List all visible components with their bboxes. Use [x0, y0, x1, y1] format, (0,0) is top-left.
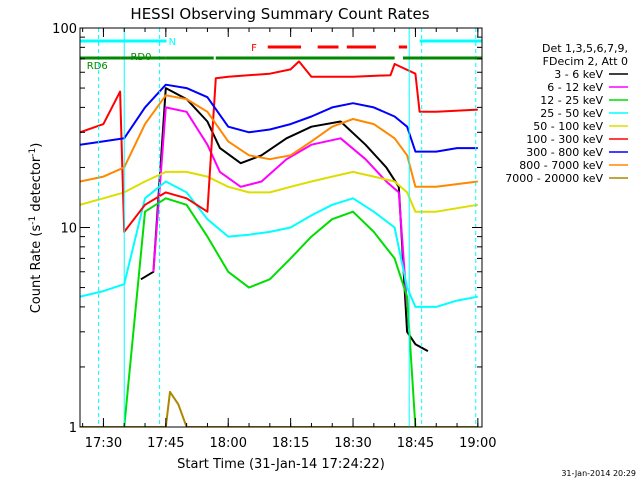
footer-date: 31-Jan-2014 20:29 [561, 469, 636, 478]
flag-bar-n-2 [419, 39, 482, 43]
flag-bar-f-1 [267, 45, 302, 49]
series-line-5 [80, 170, 478, 213]
flag-label-rd0: RD0 [130, 52, 151, 63]
x-tick-label-1900: 19:00 [459, 436, 496, 451]
flag-label-n: N [169, 37, 176, 48]
flag-bar-rd6-4 [402, 56, 482, 60]
x-tick-label-1815: 18:15 [272, 436, 309, 451]
legend-label-3: 12 - 25 keV [540, 94, 603, 107]
flag-bar-rd6-2 [165, 56, 214, 60]
y-axis-label: Count Rate (s-1 detector-1) [28, 143, 44, 314]
x-tick-label-1830: 18:30 [334, 436, 371, 451]
x-tick-label-1800: 18:00 [210, 436, 247, 451]
x-tick-label-1730: 17:30 [85, 436, 122, 451]
legend-label-7: 300 - 800 keV [526, 146, 603, 159]
series-line-3 [80, 197, 478, 427]
flag-label-f: F [251, 43, 257, 54]
y-tick-label-1: 1 [69, 421, 77, 436]
legend-label-9: 7000 - 20000 keV [505, 172, 603, 185]
chart-title: HESSI Observing Summary Count Rates [130, 5, 429, 23]
series-line-7 [80, 83, 478, 153]
series-layer [80, 60, 478, 427]
series-line-6 [80, 60, 478, 233]
flag-bar-f-3 [346, 45, 376, 49]
legend-label-6: 100 - 300 keV [526, 133, 603, 146]
x-axis-ticks: 17:30 17:45 18:00 18:15 18:30 18:45 19:00 [82, 28, 497, 451]
y-axis-ticks: 1 10 100 [52, 22, 482, 436]
flag-bars: N F RD0 RD6 [80, 37, 482, 72]
series-line-9 [80, 390, 478, 427]
y-tick-label-10: 10 [60, 222, 77, 237]
legend-label-5: 50 - 100 keV [533, 120, 603, 133]
flag-bar-f-2 [317, 45, 339, 49]
x-tick-label-1845: 18:45 [397, 436, 434, 451]
legend-label-4: 25 - 50 keV [540, 107, 603, 120]
legend-label-8: 800 - 7000 keV [519, 159, 603, 172]
series-line-4 [80, 180, 478, 308]
legend: Det 1,3,5,6,7,9, FDecim 2, Att 0 3 - 6 k… [505, 42, 628, 185]
flag-bar-rd0-1 [120, 56, 166, 60]
legend-label-2: 6 - 12 keV [547, 81, 603, 94]
flag-bar-rd6-3 [215, 56, 395, 60]
flag-label-rd6: RD6 [87, 61, 108, 72]
flag-bar-n-1 [80, 39, 167, 43]
y-tick-label-100: 100 [52, 22, 77, 37]
legend-header-line-2: FDecim 2, Att 0 [543, 55, 628, 68]
x-axis-label: Start Time (31-Jan-14 17:24:22) [177, 457, 385, 472]
x-tick-label-1745: 17:45 [147, 436, 184, 451]
flag-bar-f-4 [398, 45, 408, 49]
flag-bar-rd6-1 [80, 56, 121, 60]
legend-header-line-1: Det 1,3,5,6,7,9, [542, 42, 628, 55]
legend-label-1: 3 - 6 keV [554, 68, 603, 81]
series-line-8 [80, 94, 478, 188]
